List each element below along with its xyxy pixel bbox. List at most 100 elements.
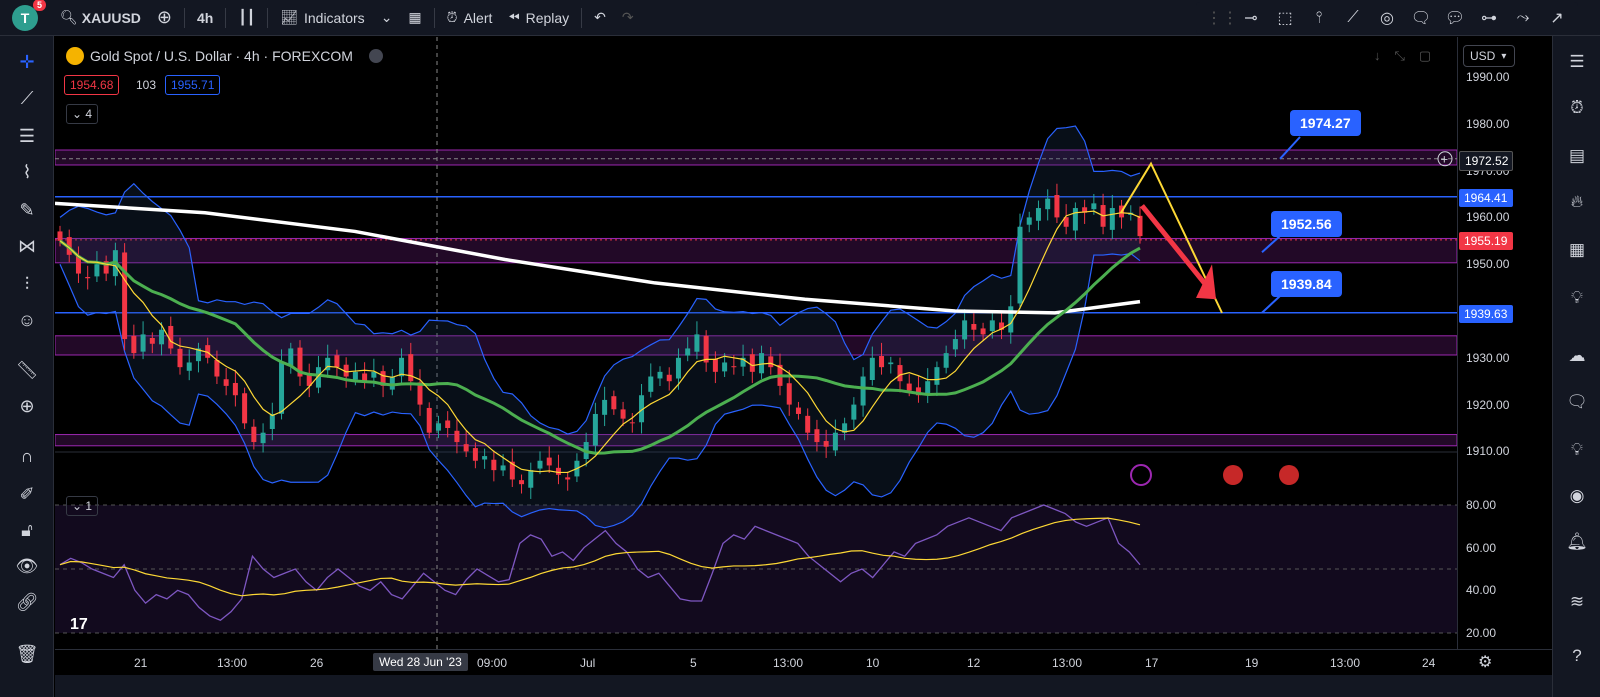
collapse-pane-icon[interactable]: ⤡ bbox=[1394, 48, 1405, 63]
fib-tool-icon[interactable]: ☰ bbox=[18, 126, 36, 146]
undo-icon: ↶ bbox=[594, 9, 606, 25]
news-icon[interactable]: 🗨︎ bbox=[1566, 392, 1588, 411]
data-window-icon[interactable]: ▤ bbox=[1568, 146, 1586, 165]
symbol-search[interactable]: 🔍︎ XAUUSD bbox=[52, 0, 149, 36]
ideas-icon[interactable]: 💡︎ bbox=[1571, 288, 1583, 307]
chart-type-button[interactable]: ┃┃ bbox=[230, 0, 263, 36]
horizontal-line-icon[interactable]: ⊸ bbox=[1244, 10, 1258, 27]
trendline-tool-icon[interactable]: ⟋ bbox=[20, 88, 34, 108]
redo-button[interactable]: ↷ bbox=[614, 0, 642, 36]
candle-body bbox=[962, 320, 968, 340]
rsi-line bbox=[59, 504, 1141, 621]
price-tick: 1990.00 bbox=[1466, 70, 1510, 84]
candle-body bbox=[851, 404, 857, 420]
trash-icon[interactable]: 🗑︎ bbox=[15, 644, 39, 664]
layout-button[interactable]: ▦ bbox=[400, 0, 429, 36]
alarm-icon: ⏰︎ bbox=[446, 9, 458, 25]
eye-icon[interactable]: 👁︎ bbox=[15, 556, 39, 576]
help-icon[interactable]: ? bbox=[1572, 646, 1582, 665]
grid-icon: ▦ bbox=[408, 9, 422, 25]
ideas-lightbulb-icon[interactable]: 💡︎ bbox=[1571, 440, 1583, 459]
candle-body bbox=[906, 383, 912, 391]
chart-legend: Gold Spot / U.S. Dollar · 4h · FOREXCOM bbox=[66, 47, 383, 65]
chat-icon[interactable]: ☁ bbox=[1568, 346, 1586, 365]
user-avatar[interactable]: T 5 bbox=[12, 0, 46, 31]
chevron-down-icon: ⌄ bbox=[72, 107, 86, 121]
drag-handle-icon[interactable]: ⋮⋮ bbox=[1206, 10, 1238, 27]
candle-body bbox=[509, 461, 515, 480]
callout-target-high[interactable]: 1974.27 bbox=[1290, 110, 1361, 136]
candle-body bbox=[694, 334, 700, 352]
chart-pane[interactable]: + bbox=[55, 37, 1457, 649]
pattern-tool-icon[interactable]: ⌇ bbox=[22, 162, 32, 182]
replay-button[interactable]: ⏪︎ Replay bbox=[500, 0, 577, 36]
candle-body bbox=[897, 365, 903, 382]
rewind-icon: ⏪︎ bbox=[508, 9, 520, 25]
time-axis[interactable]: 21 13:00 26 Wed 28 Jun '23 09:00 Jul 5 13:00 10 1… bbox=[55, 649, 1552, 675]
time-tick: 17 bbox=[1145, 656, 1159, 670]
watchlist-icon[interactable]: ☰ bbox=[1569, 52, 1585, 71]
rectangle-icon[interactable]: ⬚ bbox=[1277, 10, 1293, 27]
undo-button[interactable]: ↶ bbox=[586, 0, 614, 36]
link-icon[interactable]: 🔗︎ bbox=[15, 592, 39, 612]
callout-pointer bbox=[1279, 136, 1301, 160]
move-down-icon[interactable]: ↓ bbox=[1374, 48, 1381, 63]
path-icon[interactable]: ⤳ bbox=[1516, 9, 1530, 26]
candle-body bbox=[869, 357, 875, 381]
projection-tool-icon[interactable]: ⋈ bbox=[18, 236, 36, 256]
zoom-in-icon[interactable]: ⊕ bbox=[19, 396, 35, 416]
calendar-icon[interactable]: ▦ bbox=[1568, 240, 1586, 259]
circle-icon[interactable]: ◎ bbox=[1380, 10, 1394, 27]
currency-selector[interactable]: USD ▾ bbox=[1463, 45, 1515, 67]
crosshair-icon[interactable]: ✛ bbox=[19, 52, 35, 72]
candle-body bbox=[205, 345, 211, 358]
divider bbox=[184, 7, 185, 28]
notifications-icon[interactable]: 🔔︎ bbox=[1566, 532, 1588, 551]
arrow-icon[interactable]: ↗ bbox=[1550, 10, 1564, 27]
ruler-icon[interactable]: 📏︎ bbox=[15, 360, 39, 380]
notification-badge: 5 bbox=[32, 0, 46, 11]
time-tick: 24 bbox=[1422, 656, 1436, 670]
unlock-icon[interactable]: 🔓︎ bbox=[21, 520, 33, 540]
callout-target-mid[interactable]: 1952.56 bbox=[1271, 211, 1342, 237]
earnings-event-icon bbox=[1130, 464, 1152, 486]
measure-tool-icon[interactable]: ⫶ bbox=[24, 274, 30, 294]
bearish-arrow-head bbox=[1196, 264, 1216, 300]
order-panel-icon[interactable]: ≋ bbox=[1569, 592, 1585, 611]
interval-button[interactable]: 4h bbox=[189, 0, 221, 36]
price-tick: 1980.00 bbox=[1466, 116, 1510, 131]
ask-price[interactable]: 1955.71 bbox=[165, 75, 221, 95]
indicators-button[interactable]: 📈︎ Indicators bbox=[272, 0, 372, 36]
time-tick: 21 bbox=[134, 656, 148, 670]
add-symbol-button[interactable]: ⊕ bbox=[149, 0, 180, 36]
callout-icon[interactable]: 🗨︎ bbox=[1410, 10, 1432, 27]
settings-icon[interactable]: ⚙ bbox=[1478, 654, 1493, 671]
alert-button[interactable]: ⏰︎ Alert bbox=[439, 0, 501, 36]
gold-coin-icon bbox=[66, 47, 84, 65]
hotlist-icon[interactable]: 🔥︎ bbox=[1570, 192, 1584, 211]
price-axis[interactable]: 1990.001980.001970.001960.001950.001940.… bbox=[1457, 37, 1552, 649]
candle-body bbox=[1063, 217, 1069, 227]
rsi-tick: 40.00 bbox=[1466, 583, 1497, 598]
rsi-collapse[interactable]: ⌄ 1 bbox=[66, 496, 99, 516]
note-icon[interactable]: 💬︎ bbox=[1444, 10, 1466, 27]
vertical-line-icon[interactable]: ⫯ bbox=[1315, 9, 1323, 26]
ray-icon[interactable]: ⊶ bbox=[1481, 10, 1497, 27]
candle-body bbox=[57, 231, 63, 241]
candle-body bbox=[999, 322, 1005, 330]
trendline-icon[interactable]: ⟋ bbox=[1347, 9, 1359, 26]
collapse-legend-button[interactable] bbox=[368, 49, 383, 63]
magnet-icon[interactable]: ∩ bbox=[20, 446, 34, 466]
indicators-dropdown[interactable]: ⌄ bbox=[373, 0, 401, 36]
alerts-icon[interactable]: ⏰︎ bbox=[1570, 98, 1584, 117]
indicators-collapse[interactable]: ⌄ 4 bbox=[66, 104, 99, 124]
emoji-tool-icon[interactable]: ☺ bbox=[17, 310, 37, 330]
maximize-pane-icon[interactable]: ▢ bbox=[1418, 48, 1432, 63]
lock-drawing-icon[interactable]: ✐ bbox=[19, 484, 35, 504]
candle-body bbox=[915, 387, 921, 396]
callout-target-low[interactable]: 1939.84 bbox=[1271, 271, 1342, 297]
candle-body bbox=[731, 366, 737, 368]
broadcast-icon[interactable]: ◉ bbox=[1569, 486, 1585, 505]
bid-price[interactable]: 1954.68 bbox=[64, 75, 120, 95]
brush-tool-icon[interactable]: ✎ bbox=[19, 200, 35, 220]
